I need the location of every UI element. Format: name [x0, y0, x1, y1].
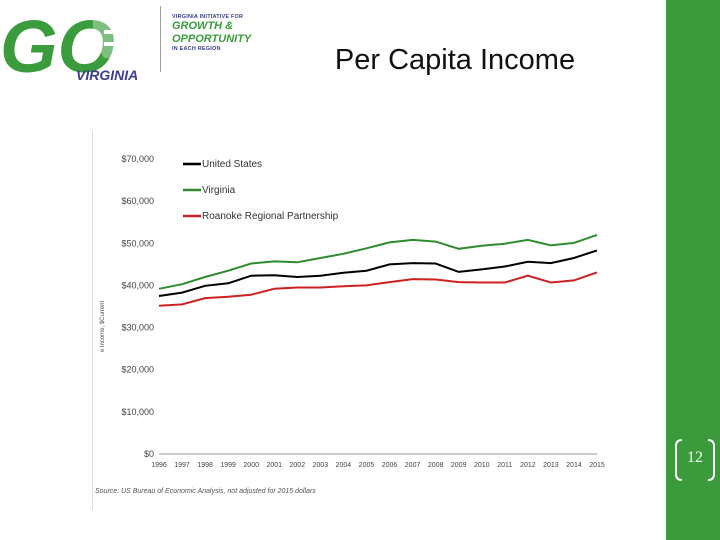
y-tick-label: $50,000	[121, 238, 154, 248]
x-tick-label: 2001	[266, 462, 282, 469]
x-tick-label: 2000	[243, 462, 259, 469]
y-tick-label: $20,000	[121, 365, 154, 375]
x-tick-label: 1999	[220, 462, 236, 469]
go-virginia-logo: GO VIRGINIA VIRGINIA INITIATIVE FOR GROW…	[0, 0, 260, 90]
y-tick-label: $40,000	[121, 280, 154, 290]
legend-label-0: United States	[202, 159, 262, 170]
x-tick-label: 1996	[151, 462, 167, 469]
x-tick-label: 2005	[359, 462, 375, 469]
y-tick-label: $0	[144, 449, 154, 459]
y-tick-label: $30,000	[121, 323, 154, 333]
page-number: 12	[687, 449, 703, 466]
y-axis-label: e Income, $Current	[100, 300, 106, 352]
logo-tagline-bottom: IN EACH REGION	[172, 46, 221, 52]
page-number-bracket	[675, 439, 715, 481]
x-tick-label: 2011	[497, 462, 512, 469]
x-tick-label: 2012	[520, 462, 536, 469]
x-tick-label: 2013	[543, 462, 559, 469]
go-virginia-logo-mark: GO VIRGINIA	[0, 5, 150, 88]
x-tick-label: 2007	[405, 462, 421, 469]
slide-title: Per Capita Income	[334, 44, 576, 76]
chart-panel: $0 $10,000 $20,000 $30,000 $40,000 $50,000 $60…	[92, 131, 607, 510]
series-line-2	[158, 271, 598, 307]
x-tick-label: 2014	[566, 462, 582, 469]
y-tick-label: $10,000	[121, 407, 154, 417]
y-tick-label: $70,000	[121, 154, 154, 164]
logo-divider	[160, 6, 161, 72]
x-tick-label: 2008	[428, 462, 444, 469]
x-tick-label: 1997	[174, 462, 190, 469]
logo-go-letters: GO	[0, 5, 115, 88]
series-line-1	[158, 233, 598, 290]
logo-virginia-word: VIRGINIA	[76, 67, 138, 83]
chart-source: Source: US Bureau of Economic Analysis, …	[95, 488, 316, 495]
x-tick-label: 1998	[197, 462, 213, 469]
logo-tagline-top: VIRGINIA INITIATIVE FOR	[172, 14, 244, 20]
x-tick-label: 2015	[589, 462, 605, 469]
logo-opportunity: OPPORTUNITY	[172, 33, 252, 45]
x-tick-label: 2010	[474, 462, 490, 469]
series-line-0	[158, 249, 598, 297]
x-tick-label: 2002	[290, 462, 306, 469]
x-tick-label: 2004	[336, 462, 352, 469]
logo-tagline: VIRGINIA INITIATIVE FOR GROWTH & OPPORTU…	[172, 14, 262, 52]
income-line-chart: $0 $10,000 $20,000 $30,000 $40,000 $50,000 $60…	[95, 154, 605, 495]
x-tick-label: 2006	[382, 462, 398, 469]
logo-growth: GROWTH &	[172, 20, 234, 32]
legend-label-1: Virginia	[202, 185, 236, 196]
arrows-icon	[104, 22, 143, 46]
legend-label-2: Roanoke Regional Partnership	[202, 211, 339, 222]
x-tick-label: 2009	[451, 462, 467, 469]
virginia-state-icon	[92, 12, 150, 60]
y-tick-label: $60,000	[121, 196, 154, 206]
x-tick-label: 2003	[313, 462, 329, 469]
